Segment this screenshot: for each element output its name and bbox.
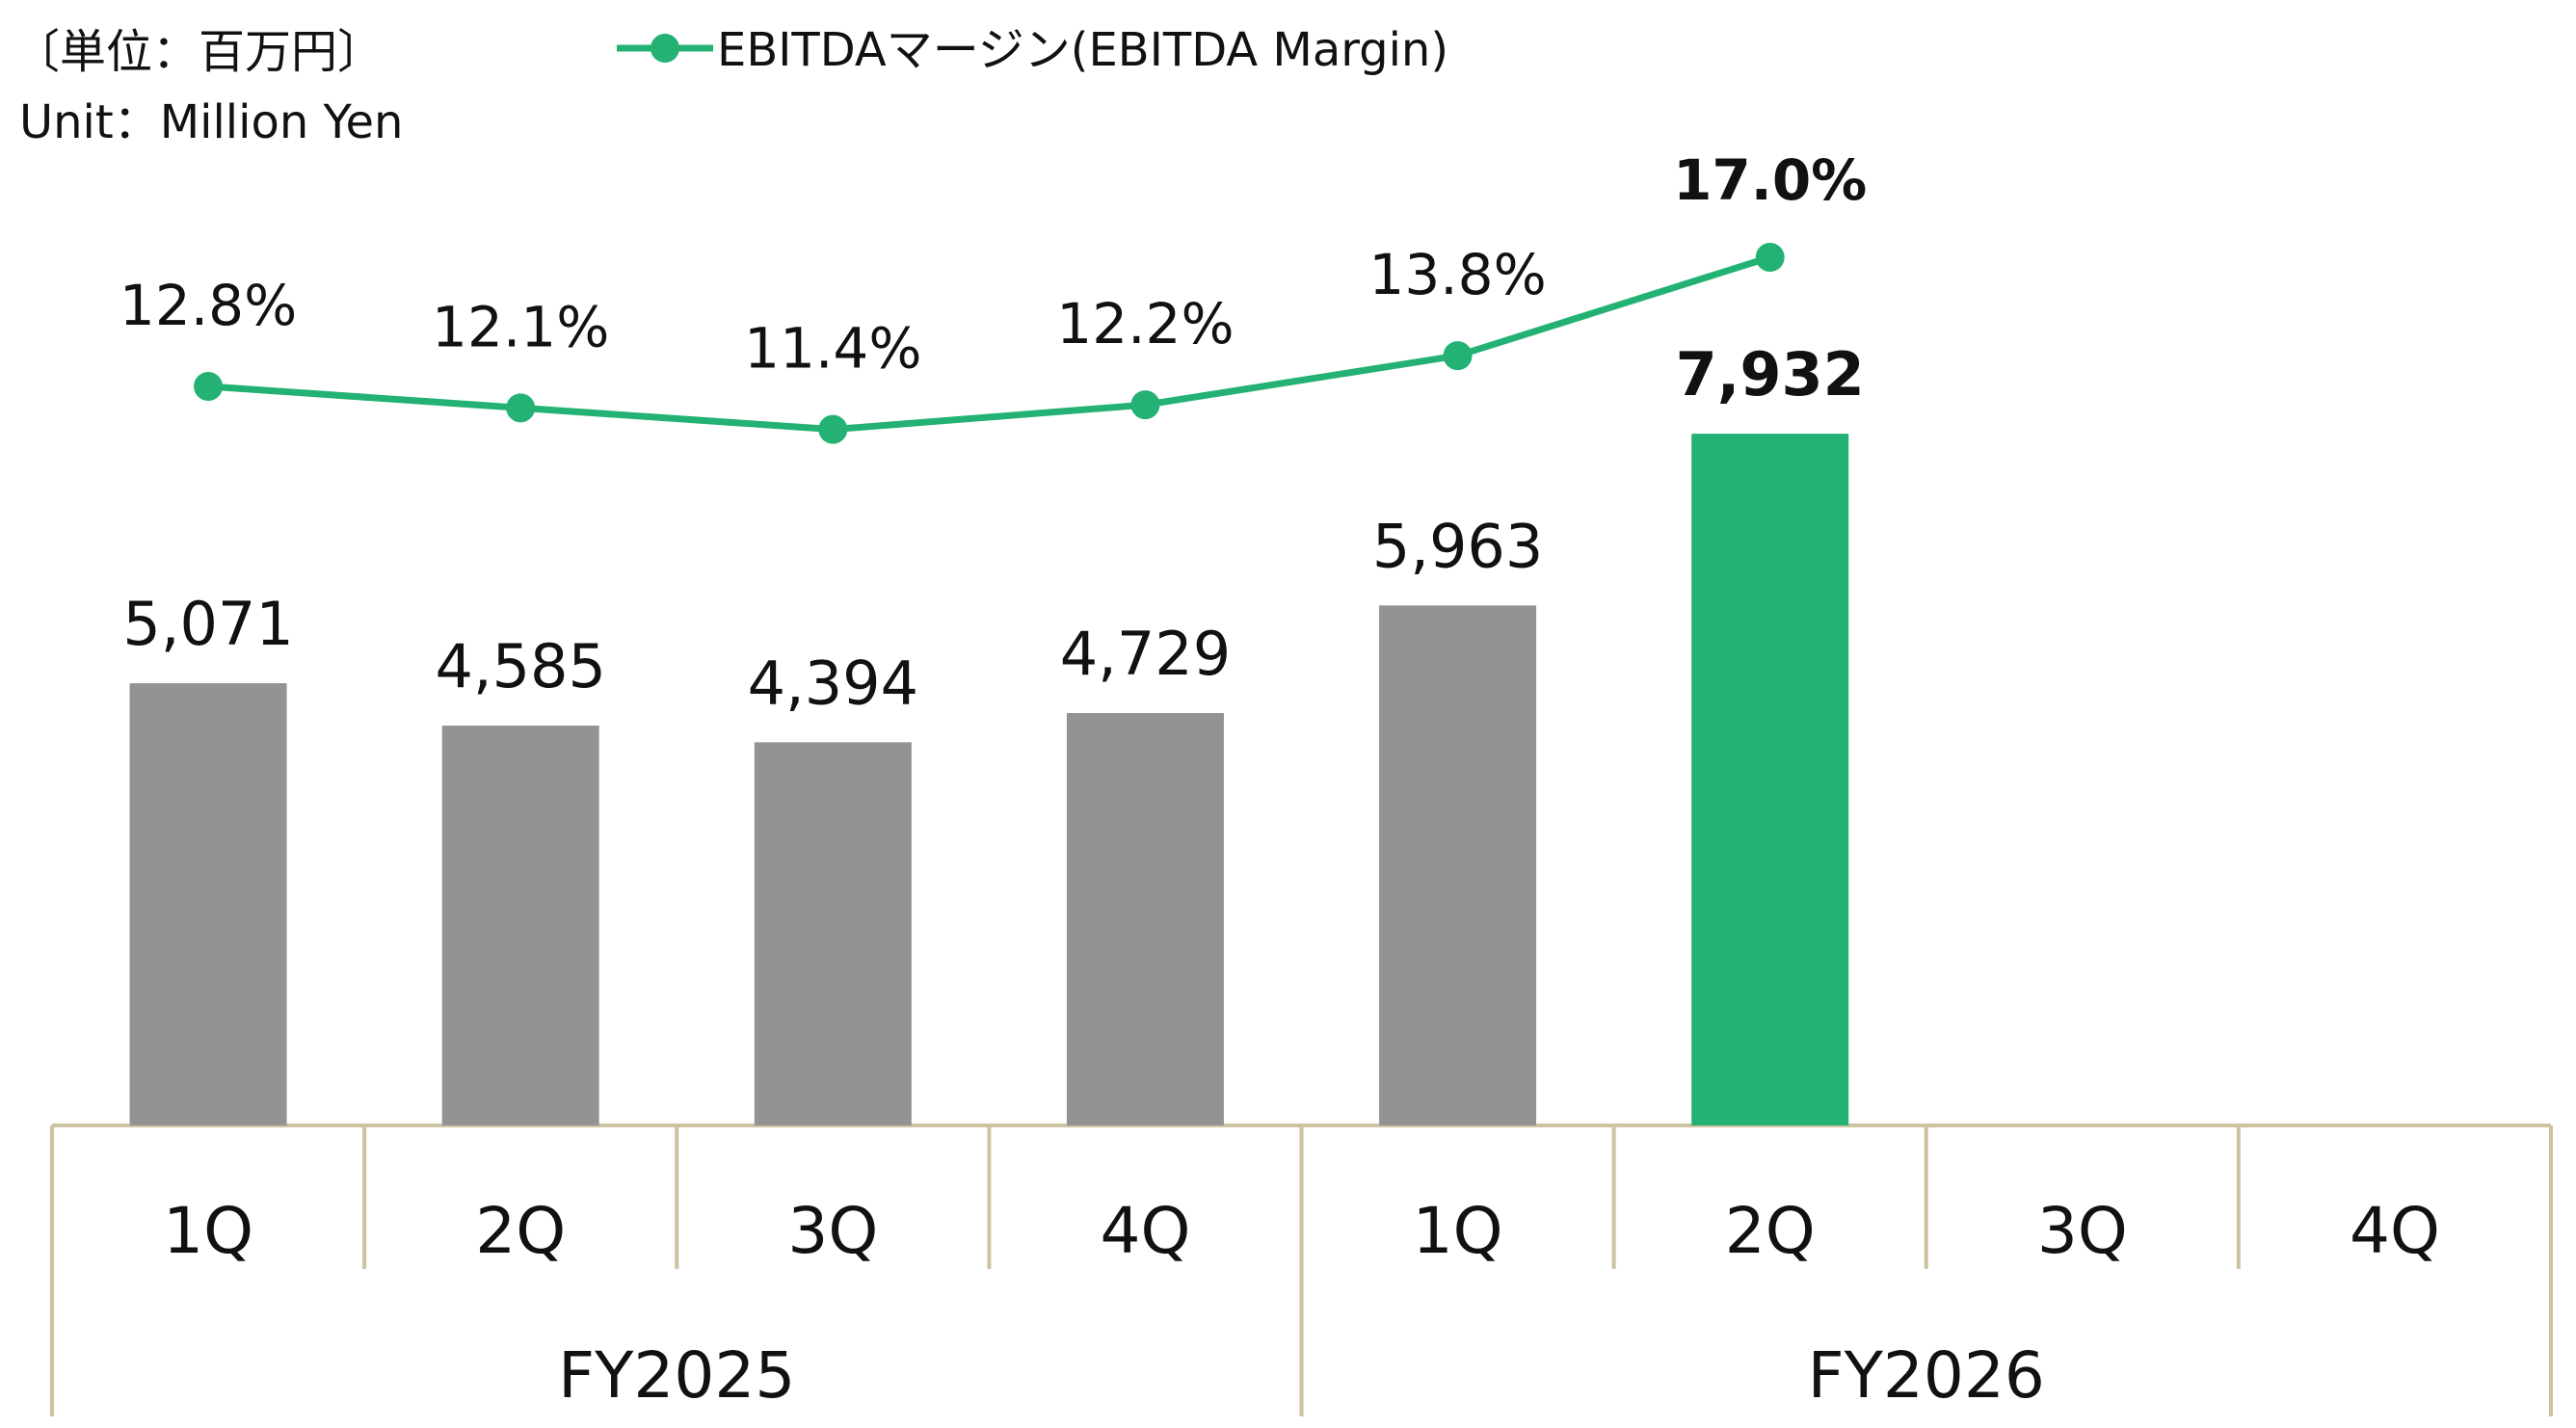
margin-value-label: 12.2% [1056,291,1234,357]
bar [129,683,287,1125]
margin-point [194,372,224,401]
unit-label-en: Unit：Million Yen [19,95,403,149]
legend-marker-icon [651,34,679,63]
margin-value-label: 12.8% [120,273,297,338]
margin-value-label: 13.8% [1368,242,1546,307]
category-label: 1Q [163,1194,253,1268]
bar-value-label: 5,071 [122,589,294,659]
margin-point [818,414,848,444]
margin-line [207,253,1771,434]
bar [1066,713,1224,1125]
bar-value-label: 7,932 [1676,339,1865,410]
group-label: FY2025 [558,1338,795,1413]
bar-series [129,434,1849,1125]
margin-value-label: 11.4% [744,316,921,382]
category-label: 3Q [2037,1194,2128,1268]
category-label: 2Q [475,1194,566,1268]
category-label: 1Q [1413,1194,1503,1268]
bar [754,742,912,1125]
category-label: 3Q [787,1194,878,1268]
margin-point [1443,341,1473,371]
data-labels: 5,071 4,585 4,394 4,729 5,963 7,932 12.8% 12.1%… [120,147,1867,718]
margin-line-series [194,243,1785,444]
margin-value-label: 17.0% [1673,147,1867,213]
legend-label: EBITDAマージン(EBITDA Margin) [717,23,1448,77]
bar-value-label: 4,394 [748,648,919,718]
bar-value-label: 5,963 [1372,511,1544,581]
bar-value-label: 4,729 [1060,619,1232,689]
bar [1691,434,1849,1125]
bar [1379,605,1537,1125]
margin-value-label: 12.1% [432,294,609,359]
bar [441,726,599,1125]
category-axis: 1Q 2Q 3Q 4Q 1Q 2Q 3Q 4Q FY2025 FY2026 [50,1124,2553,1416]
margin-point [506,393,536,423]
unit-label-ja: 〔単位：百万円〕 [13,25,384,79]
category-label: 4Q [1100,1194,1190,1268]
group-label: FY2026 [1808,1338,2045,1413]
category-label: 4Q [2350,1194,2440,1268]
legend: EBITDAマージン(EBITDA Margin) [617,23,1448,77]
category-label: 2Q [1725,1194,1816,1268]
margin-point [1130,390,1160,420]
bar-value-label: 4,585 [435,631,606,701]
margin-point [1755,243,1785,273]
